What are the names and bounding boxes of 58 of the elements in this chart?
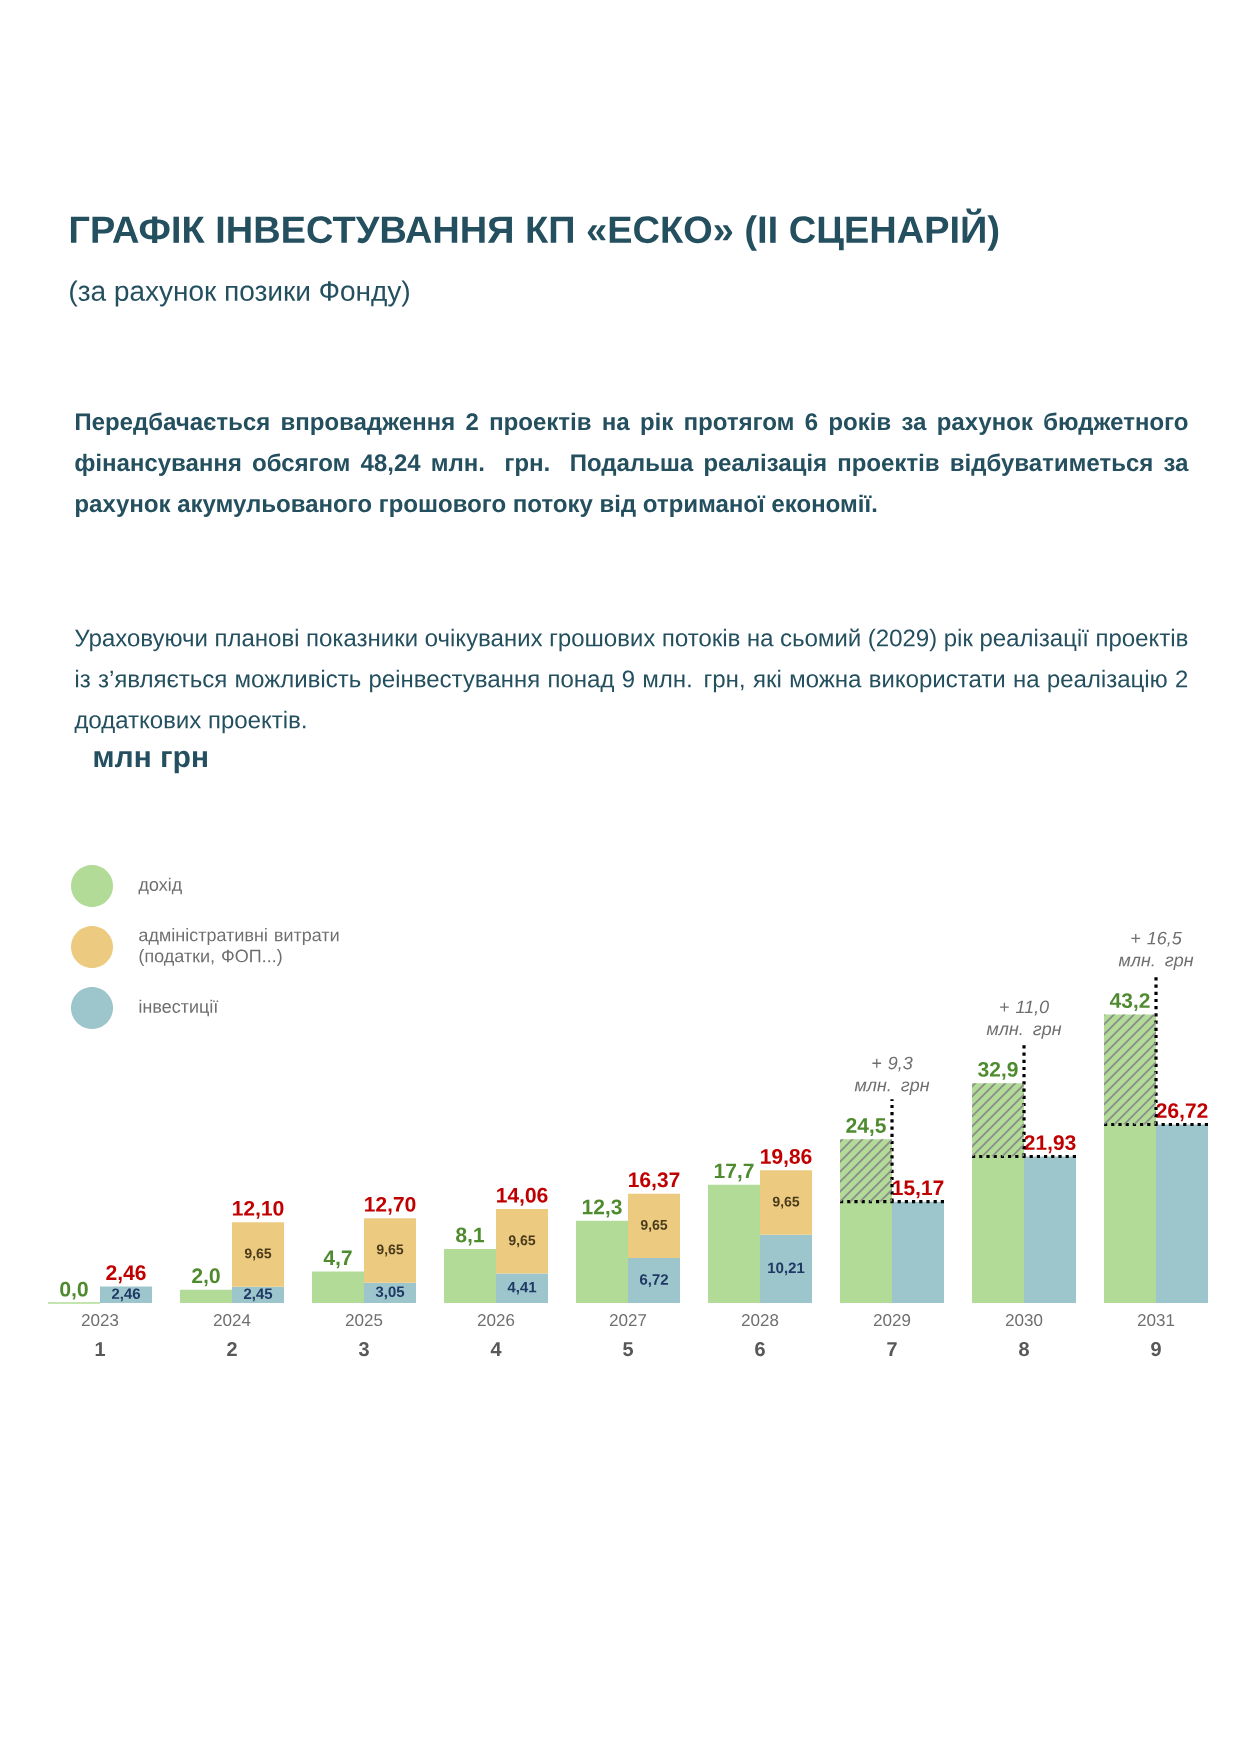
data-label: 9,65	[376, 1244, 404, 1257]
data-label: 17,7	[714, 1163, 754, 1182]
x-tick-label: 2024	[213, 1314, 251, 1327]
legend-label: дохід	[138, 877, 182, 895]
text: 1	[95, 1342, 106, 1356]
data-label: 3,05	[375, 1286, 405, 1300]
total-label: 15,17	[893, 1180, 944, 1199]
legend-label: адміністративні витрати (податки, ФОП...)	[139, 928, 339, 966]
text: 5	[623, 1342, 634, 1357]
data-label: 12,3	[582, 1199, 622, 1218]
data-label: 32,9	[978, 1061, 1018, 1080]
data-label: 24,5	[846, 1118, 886, 1136]
data-label: 2,0	[192, 1268, 220, 1287]
data-label: 9,65	[508, 1235, 536, 1248]
text: 2	[227, 1341, 237, 1356]
total-label: 21,93	[1024, 1135, 1076, 1154]
total-label: 16,37	[629, 1172, 680, 1191]
text: 8	[1019, 1341, 1029, 1357]
text: 7	[887, 1342, 897, 1356]
text: 9	[1151, 1341, 1161, 1357]
chart-subtitle: (за рахунок позики Фонду)	[70, 280, 409, 307]
x-tick-label: 2029	[873, 1314, 911, 1327]
chart-title: ГРАФІК ІНВЕСТУВАННЯ КП «ЕСКО» (II СЦЕНАРІЙ)	[70, 208, 999, 251]
annotation: + 11,0 млн. грн	[986, 1000, 1062, 1039]
x-tick-label: 2030	[1005, 1314, 1043, 1327]
text: 4	[490, 1342, 502, 1356]
x-tick-label: 2027	[609, 1314, 647, 1327]
data-label: 2,46	[111, 1288, 141, 1302]
x-tick-label: 2023	[81, 1314, 119, 1327]
total-label: 12,10	[233, 1200, 284, 1219]
total-label: 2,46	[106, 1265, 146, 1284]
data-label: 4,41	[507, 1281, 537, 1295]
total-label: 19,86	[761, 1149, 812, 1167]
x-tick-label: 2025	[345, 1314, 383, 1327]
text: Ураховуючи планові показники очікуваних грошових потоків на сьомий (2029) рік реалізації проектів із з’являється можливість реінвестування понад 9 млн. грн, які можна використати на реалізацію 2 додаткових проектів.	[74, 628, 1188, 734]
data-label: 0,0	[60, 1281, 88, 1300]
legend-label: інвестиції	[139, 999, 219, 1017]
text: 3	[358, 1341, 369, 1357]
x-tick-label: 2026	[477, 1314, 515, 1327]
data-label: 4,7	[323, 1250, 352, 1269]
data-label: 9,65	[772, 1196, 800, 1209]
text: млн грн	[94, 750, 207, 774]
x-tick-label: 2031	[1137, 1314, 1175, 1327]
text: 6	[755, 1341, 765, 1357]
total-label: 26,72	[1156, 1103, 1208, 1122]
data-label: 10,21	[768, 1262, 805, 1276]
data-label: 8,1	[456, 1227, 484, 1246]
data-label: 9,65	[244, 1248, 272, 1261]
x-tick-label: 2028	[741, 1314, 779, 1327]
total-label: 12,70	[365, 1196, 416, 1215]
data-label: 2,45	[243, 1288, 273, 1302]
total-label: 14,06	[497, 1187, 548, 1206]
data-label: 9,65	[640, 1219, 668, 1232]
text: Передбачається впровадження 2 проектів на рік протягом 6 років за рахунок бюджетного фінансування обсягом 48,24 млн. грн. Подальша реалізація проектів відбуватиметься за рахунок акумульованого грошового потоку від отриманої економії.	[75, 412, 1189, 517]
data-label: 43,2	[1109, 993, 1150, 1012]
data-label: 6,72	[639, 1274, 669, 1287]
annotation: + 9,3 млн. грн	[854, 1056, 930, 1095]
annotation: + 16,5 млн. грн	[1118, 931, 1194, 971]
